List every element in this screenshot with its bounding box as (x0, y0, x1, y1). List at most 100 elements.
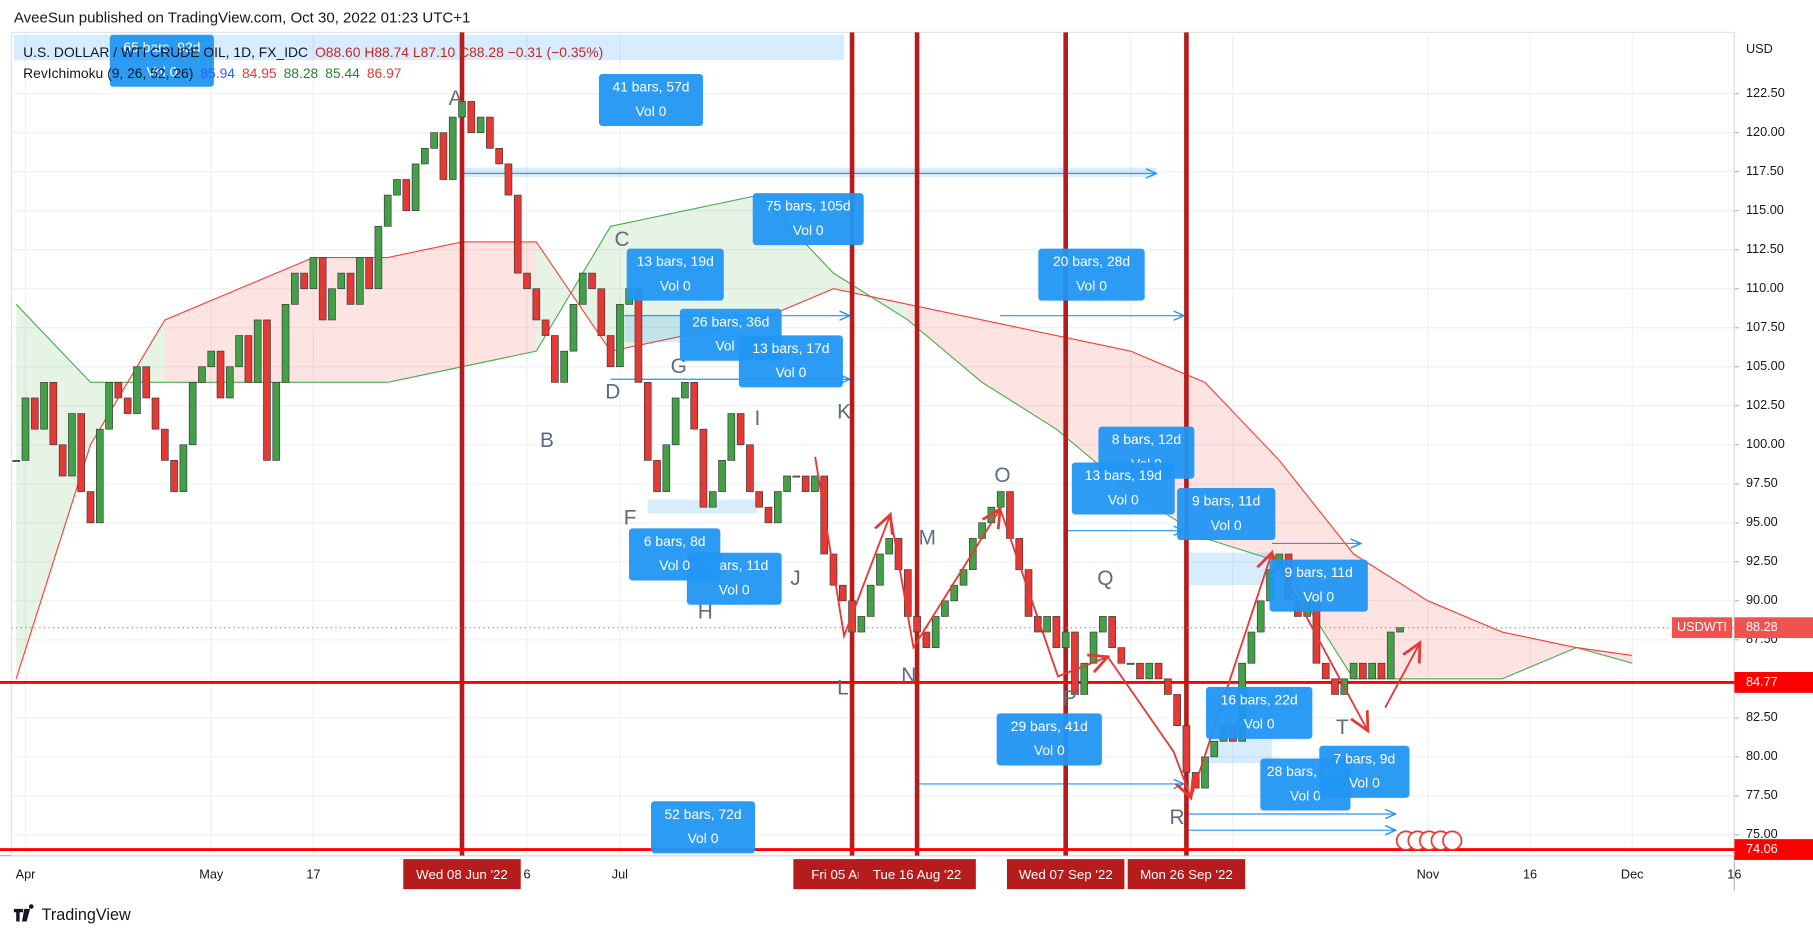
cloud-fill (1427, 600, 1503, 679)
footer: TradingView (13, 904, 131, 924)
candle (170, 460, 178, 492)
measure-box-bg (626, 248, 724, 301)
candle (402, 179, 411, 212)
candle (383, 194, 392, 227)
candle (1071, 631, 1079, 695)
x-tick-label: Jul (612, 867, 628, 882)
candle (662, 444, 671, 492)
measure-box-bg (1038, 248, 1145, 301)
candle (12, 460, 21, 462)
candle (913, 616, 921, 633)
candle (634, 288, 643, 383)
candle (448, 116, 457, 180)
measure-text: 6 bars, 8d (644, 533, 706, 549)
zigzag-arrow (889, 509, 1000, 651)
candle (458, 101, 466, 118)
candle (123, 397, 132, 414)
candle (337, 272, 346, 290)
y-tick-label: 97.50 (1746, 475, 1778, 490)
candle (560, 350, 568, 383)
candle (857, 616, 866, 633)
hline-tag: 84.77 (1746, 674, 1778, 689)
measure-text: 9 bars, 11d (1285, 564, 1353, 580)
y-tick-label: 115.00 (1746, 202, 1784, 217)
measure-vol: Vol 0 (636, 103, 667, 119)
range-shade (624, 314, 683, 343)
event-label: Wed 07 Sep '22 (1019, 867, 1113, 882)
y-tick-label: 82.50 (1746, 709, 1778, 724)
candle (504, 163, 513, 196)
measure-vol: Vol 0 (793, 222, 824, 238)
indicator-value: 85.44 (325, 65, 360, 81)
symbol-tag-bg (1671, 617, 1733, 639)
candle (551, 335, 559, 383)
candle (1164, 678, 1172, 695)
y-tick-label: 117.50 (1746, 163, 1784, 178)
measure-box: 13 bars, 19d Vol 0 (626, 248, 724, 301)
candle (541, 319, 550, 336)
candle (1061, 631, 1070, 648)
legend-symbol: U.S. DOLLAR / WTI CRUDE OIL, 1D, FX_IDC O… (23, 44, 603, 60)
indicator-name: RevIchimoku (9, 26, 52, 26) (23, 65, 193, 81)
candle (838, 584, 847, 602)
candle (876, 553, 884, 586)
candle (207, 350, 216, 368)
measure-box-bg (109, 34, 214, 87)
legend-symbol-name: U.S. DOLLAR / WTI CRUDE OIL, 1D, FX_IDC (23, 44, 308, 60)
candle (569, 303, 578, 352)
candle (885, 538, 894, 555)
event-label-bg (1127, 859, 1246, 890)
candle (476, 116, 485, 134)
point-label: D (605, 381, 620, 404)
candle (903, 569, 912, 617)
candle (523, 272, 531, 290)
point-label: P (1063, 687, 1077, 710)
candle (532, 288, 541, 321)
y-tick-label: 107.50 (1746, 319, 1785, 334)
y-tick-label: 105.00 (1746, 358, 1785, 373)
last-price-tag: 88.28 (1746, 619, 1778, 634)
candle (941, 600, 949, 617)
candle (263, 319, 271, 461)
hline-tag-bg (1734, 839, 1813, 860)
candle (1080, 662, 1089, 695)
candle (114, 382, 123, 399)
measure-vol: Vol 0 (688, 830, 719, 846)
measure-vol: Vol 0 (775, 364, 806, 380)
zigzag-arrow (999, 508, 1108, 678)
measure-vol: Vol 0 (1076, 277, 1107, 293)
cloud-fill (982, 319, 1057, 430)
candle (1386, 631, 1395, 680)
y-tick-label: 75.00 (1746, 826, 1778, 841)
candle (783, 475, 791, 492)
measure-box-bg (1319, 745, 1410, 798)
zigzag-arrow (1190, 553, 1272, 799)
logo (13, 904, 34, 922)
measure-text: 52 bars, 72d (664, 806, 741, 822)
candle (198, 366, 206, 383)
event-label: Mon 26 Sep '22 (1140, 867, 1233, 882)
event-flag (1442, 830, 1463, 851)
range-shade (1185, 552, 1272, 586)
candle (95, 428, 104, 524)
measure-box: 13 bars, 17d Vol 0 (738, 335, 843, 388)
candle (58, 444, 67, 477)
candle (328, 288, 336, 321)
y-tick-label: 80.00 (1746, 748, 1778, 763)
measure-vol: Vol 0 (1290, 787, 1321, 803)
y-tick-label: 95.00 (1746, 514, 1778, 529)
candle (866, 584, 875, 617)
candle (365, 257, 373, 290)
candle (486, 116, 494, 149)
candle (773, 491, 782, 524)
candle (811, 475, 819, 492)
indicator-value: 88.28 (284, 65, 319, 81)
measure-box: 41 bars, 57d Vol 0 (598, 74, 703, 127)
measure-box: 20 bars, 28d Vol 0 (1038, 248, 1145, 301)
candle (244, 335, 253, 383)
measure-box: 16 bars, 22d Vol 0 (1205, 686, 1313, 739)
candle (1173, 694, 1181, 726)
candle (272, 382, 281, 461)
candle (792, 475, 801, 478)
measure-vol: Vol 0 (1303, 588, 1334, 604)
